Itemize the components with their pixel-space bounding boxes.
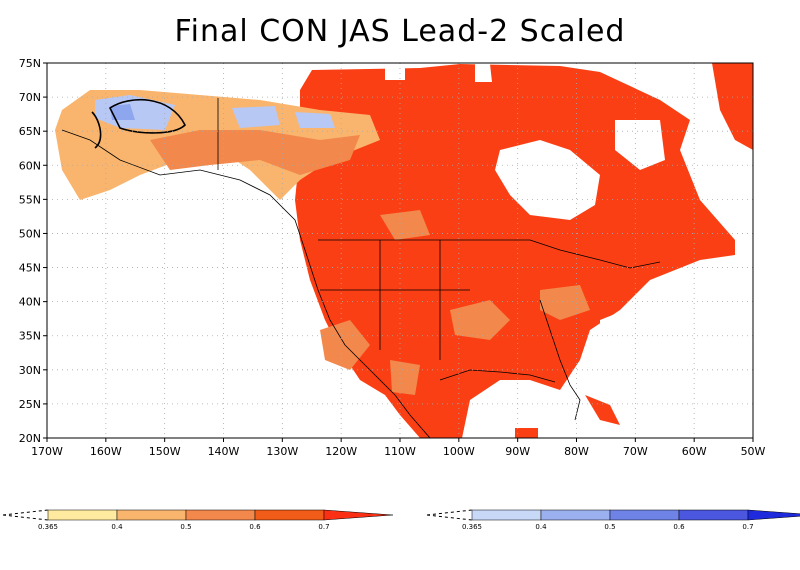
lon-label: 150W bbox=[149, 445, 181, 458]
colorbar-swatch bbox=[678, 509, 749, 521]
lon-label: 170W bbox=[31, 445, 63, 458]
colorbar-swatch bbox=[47, 509, 118, 521]
lat-label: 45N bbox=[19, 262, 41, 275]
colorbar-swatch bbox=[254, 509, 325, 521]
lon-label: 140W bbox=[208, 445, 240, 458]
lat-label: 75N bbox=[19, 57, 41, 70]
colorbar-label: 0.4 bbox=[111, 523, 123, 531]
colorbar-label: 0.7 bbox=[318, 523, 329, 531]
lon-label: 130W bbox=[266, 445, 298, 458]
lat-label: 35N bbox=[19, 330, 41, 343]
lat-label: 55N bbox=[19, 193, 41, 206]
warm-field-caribbean bbox=[515, 428, 538, 438]
lon-label: 120W bbox=[325, 445, 357, 458]
lat-label: 25N bbox=[19, 398, 41, 411]
colorbar-lower-extension bbox=[2, 509, 49, 521]
cold-patch-yukon bbox=[232, 106, 280, 128]
lon-label: 110W bbox=[384, 445, 416, 458]
colorbar-lower-extension bbox=[426, 509, 473, 521]
colorbar-label: 0.5 bbox=[604, 523, 615, 531]
lon-label: 70W bbox=[623, 445, 648, 458]
warm-field-cuba bbox=[585, 395, 620, 425]
lat-label: 50N bbox=[19, 227, 41, 240]
lon-label: 100W bbox=[443, 445, 475, 458]
warm-field-mid-2 bbox=[450, 300, 510, 340]
warm-field-alaska-mid bbox=[150, 130, 360, 175]
nodata-arctic2 bbox=[475, 64, 492, 82]
lon-label: 160W bbox=[90, 445, 122, 458]
lon-label: 90W bbox=[505, 445, 530, 458]
lat-label: 20N bbox=[19, 432, 41, 445]
nodata-gulf bbox=[470, 390, 555, 438]
warm-field-mid-3 bbox=[390, 360, 420, 395]
cold-colorbar: 0.365 0.4 0.5 0.6 0.7 bbox=[426, 509, 800, 531]
nodata-atlantic bbox=[600, 265, 753, 438]
colorbar-upper-extension bbox=[747, 509, 800, 521]
lat-label: 40N bbox=[19, 296, 41, 309]
colorbar-label: 0.7 bbox=[742, 523, 753, 531]
map-fields bbox=[55, 63, 753, 438]
colorbar-label: 0.365 bbox=[38, 523, 58, 531]
colorbar-label: 0.365 bbox=[462, 523, 482, 531]
lat-label: 65N bbox=[19, 125, 41, 138]
lon-label: 80W bbox=[564, 445, 589, 458]
warm-colorbar: 0.365 0.4 0.5 0.6 0.7 bbox=[2, 509, 394, 531]
warm-field-greenland bbox=[712, 63, 753, 150]
lon-label: 60W bbox=[682, 445, 707, 458]
cold-patch-alaska-core bbox=[110, 104, 135, 120]
colorbar-swatch bbox=[609, 509, 680, 521]
colorbar-swatch bbox=[185, 509, 256, 521]
nodata-labrador bbox=[615, 120, 665, 170]
nodata-arctic1 bbox=[385, 65, 405, 80]
longitude-labels: 170W 160W 150W 140W 130W 120W 110W 100W 90W 80W 70… bbox=[31, 438, 766, 458]
lat-label: 30N bbox=[19, 364, 41, 377]
lon-label: 50W bbox=[741, 445, 766, 458]
nodata-hudson bbox=[495, 140, 600, 220]
coastlines bbox=[61, 98, 661, 438]
lat-label: 60N bbox=[19, 159, 41, 172]
lat-label: 70N bbox=[19, 91, 41, 104]
cold-patch-nwt bbox=[295, 112, 335, 128]
map-title: Final CON JAS Lead-2 Scaled bbox=[174, 14, 626, 49]
colorbar-upper-extension bbox=[323, 509, 394, 521]
latitude-labels: 75N 70N 65N 60N 55N 50N 45N 40N 35N 30N 25N 20N bbox=[19, 57, 47, 445]
colorbar-label: 0.5 bbox=[180, 523, 191, 531]
colorbar-swatch bbox=[540, 509, 611, 521]
colorbar-swatch bbox=[116, 509, 187, 521]
colorbar-label: 0.4 bbox=[535, 523, 547, 531]
warm-field-mid-5 bbox=[380, 210, 430, 240]
warm-field-mid-4 bbox=[540, 285, 590, 320]
colorbar-label: 0.6 bbox=[249, 523, 261, 531]
cold-patch-alaska bbox=[95, 95, 175, 130]
colorbar-swatch bbox=[471, 509, 542, 521]
colorbar-label: 0.6 bbox=[673, 523, 685, 531]
